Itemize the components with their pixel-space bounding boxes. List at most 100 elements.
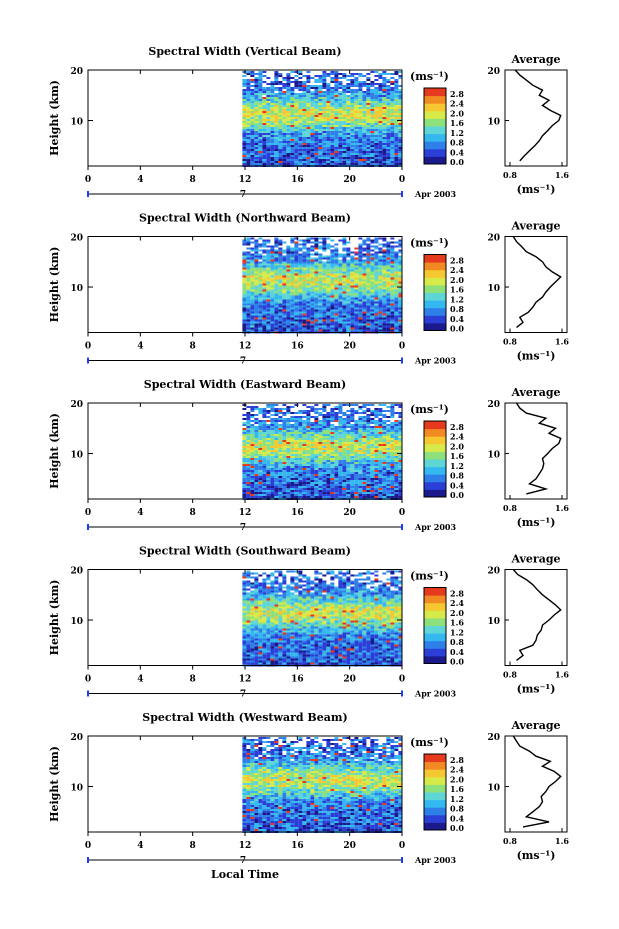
heatmap-cell [286,85,291,87]
heatmap-cell [242,163,247,165]
heatmap-cell [394,103,399,105]
heatmap-cell [398,129,403,131]
heatmap-cell [274,307,279,310]
heatmap-cell [370,468,375,470]
heatmap-cell [250,119,255,121]
heatmap-cell [250,295,255,298]
heatmap-cell [338,422,343,424]
heatmap-cell [290,249,295,252]
heatmap-cell [358,101,363,103]
heatmap-cell [250,101,255,103]
heatmap-cell [290,452,295,454]
heatmap-cell [334,317,339,320]
heatmap-cell [358,119,363,121]
heatmap-cell [270,442,275,444]
heatmap-cell [294,311,299,314]
heatmap-cell [398,259,403,262]
heatmap-cell [302,261,307,264]
heatmap-cell [286,325,291,328]
heatmap-cell [322,239,327,242]
heatmap-cell [246,277,251,280]
heatmap-cell [258,329,263,332]
heatmap-cell [314,466,319,468]
heatmap-cell [298,319,303,322]
heatmap-cell [242,468,247,470]
heatmap-cell [354,454,359,456]
heatmap-cell [298,81,303,83]
heatmap-cell [350,113,355,115]
heatmap-cell [394,87,399,89]
heatmap-cell [286,327,291,330]
heatmap-cell [270,283,275,286]
heatmap-cell [258,466,263,468]
heatmap-cell [258,321,263,324]
heatmap-cell [394,125,399,127]
heatmap-cell [354,119,359,121]
heatmap-cell [398,147,403,149]
heatmap-cell [386,137,391,139]
heatmap-cell [394,139,399,141]
heatmap-cell [378,275,383,278]
heatmap-cell [286,430,291,432]
heatmap-cell [282,125,287,127]
heatmap-cell [378,319,383,322]
heatmap-cell [386,255,391,258]
heatmap-cell [274,111,279,113]
heatmap-cell [290,406,295,408]
heatmap-cell [338,474,343,476]
heatmap-cell [310,309,315,312]
heatmap-cell [394,412,399,414]
heatmap-cell [366,239,371,242]
heatmap-cell [386,159,391,161]
heatmap-cell [374,83,379,85]
heatmap-cell [394,131,399,133]
heatmap-cell [254,452,259,454]
heatmap-cell [338,279,343,282]
heatmap-cell [322,279,327,282]
heatmap-cell [266,279,271,282]
heatmap-cell [330,119,335,121]
heatmap-cell [362,309,367,312]
heatmap-cell [350,468,355,470]
heatmap-cell [286,271,291,274]
heatmap-cell [246,426,251,428]
heatmap-cell [302,422,307,424]
heatmap-cell [354,466,359,468]
heatmap-cell [262,428,267,430]
heatmap-cell [362,311,367,314]
heatmap-cell [286,321,291,324]
heatmap-cell [354,436,359,438]
heatmap-cell [390,129,395,131]
heatmap-cell [350,137,355,139]
heatmap-cell [326,127,331,129]
heatmap-cell [306,277,311,280]
heatmap-cell [262,107,267,109]
heatmap-cell [338,418,343,420]
heatmap-cell [390,93,395,95]
heatmap-cell [258,436,263,438]
heatmap-cell [310,241,315,244]
heatmap-cell [382,420,387,422]
heatmap-cell [286,309,291,312]
heatmap-cell [318,323,323,326]
heatmap-cell [334,81,339,83]
heatmap-cell [246,251,251,254]
heatmap-cell [250,472,255,474]
heatmap-cell [350,127,355,129]
heatmap-cell [390,458,395,460]
heatmap-cell [326,327,331,330]
heatmap-cell [294,265,299,268]
heatmap-cell [270,323,275,326]
heatmap-cell [314,277,319,280]
heatmap-cell [298,329,303,332]
heatmap-cell [310,295,315,298]
heatmap-cell [246,105,251,107]
heatmap-cell [302,149,307,151]
heatmap-cell [290,111,295,113]
heatmap-cell [390,119,395,121]
heatmap-cell [346,464,351,466]
heatmap-cell [246,271,251,274]
heatmap-cell [250,432,255,434]
heatmap-cell [246,83,251,85]
heatmap-cell [374,153,379,155]
